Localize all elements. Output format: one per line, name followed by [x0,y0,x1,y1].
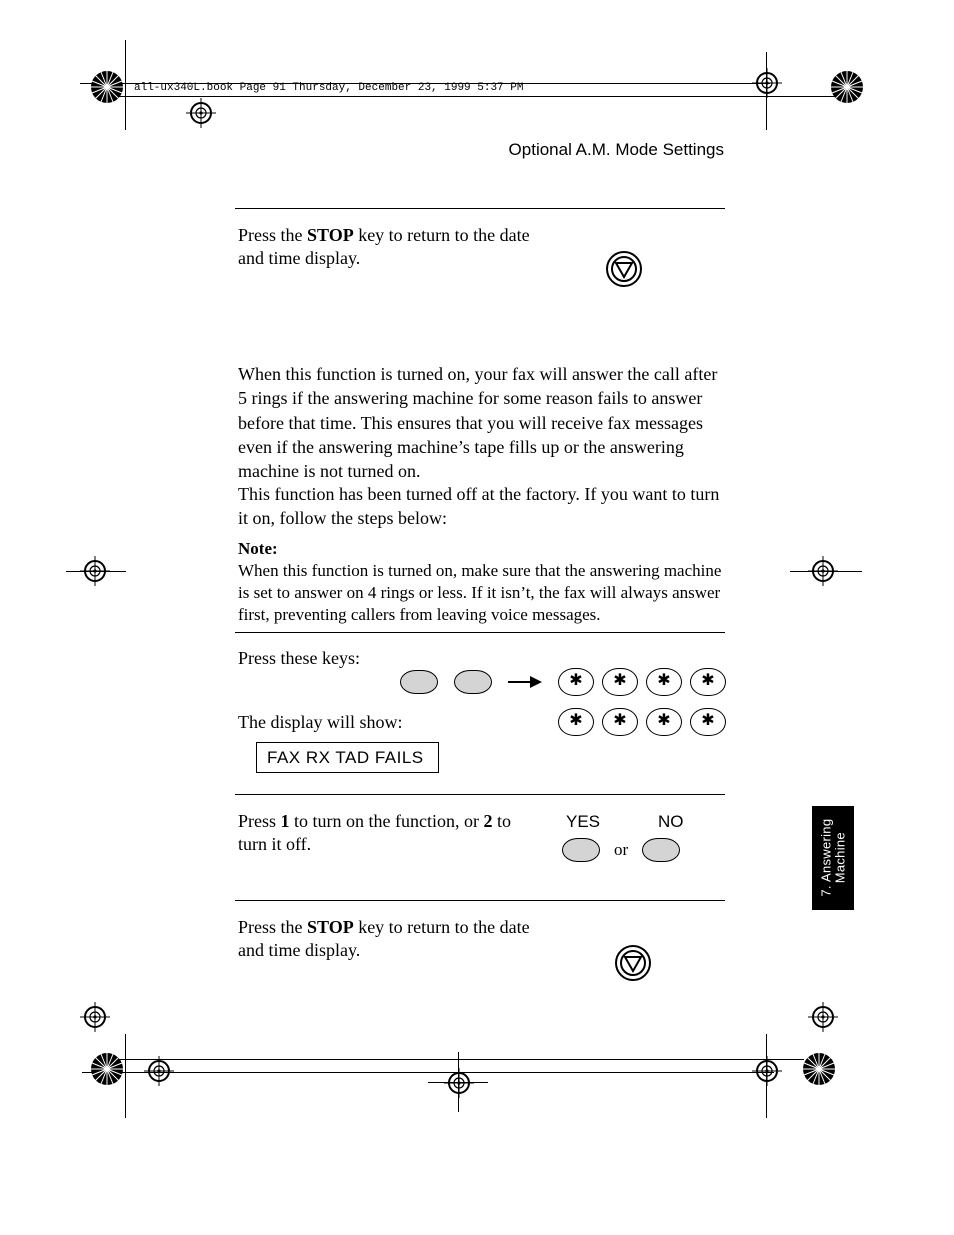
section-rule [235,632,725,633]
text: to turn on the function, or [290,811,484,831]
star-key-icon: ✱ [690,668,726,696]
arrow-right-icon [506,672,542,692]
registration-target-icon [144,1056,174,1086]
section-rule [235,794,725,795]
yes-no-keys: or [562,838,680,862]
crop-hairline [125,1034,126,1118]
section-rule [235,208,725,209]
registration-target-icon [808,556,838,586]
registration-target-icon [752,1056,782,1086]
no-label: NO [658,812,684,832]
note-text: When this function is turned on, make su… [238,561,721,624]
step-toggle: Press 1 to turn on the function, or 2 to… [238,810,528,857]
step-stop-return-2: Press the STOP key to return to the date… [238,916,533,963]
yes-label: YES [566,812,600,832]
tab-line-2: Machine [832,832,847,883]
text: Press the [238,917,307,937]
key-sequence: ✱ ✱ ✱ ✱ [400,668,728,696]
registration-target-icon [444,1068,474,1098]
stop-button-icon [605,250,643,288]
function-description-1: When this function is turned on, your fa… [238,362,723,483]
crop-hairline [98,1059,804,1060]
section-rule [235,900,725,901]
star-key-icon: ✱ [602,668,638,696]
oval-key-icon [454,670,492,694]
oval-key-icon [562,838,600,862]
stop-key-name: STOP [307,917,354,937]
lcd-display: FAX RX TAD FAILS [256,742,439,773]
or-text: or [614,840,628,859]
text: Press [238,811,281,831]
registration-target-icon [80,556,110,586]
star-key-icon: ✱ [558,668,594,696]
stop-key-name: STOP [307,225,354,245]
registration-starburst-icon [830,70,864,104]
registration-starburst-icon [802,1052,836,1086]
oval-key-icon [642,838,680,862]
crop-hairline [82,1072,774,1073]
display-label: The display will show: [238,712,723,733]
function-description-2: This function has been turned off at the… [238,482,723,531]
stop-button-icon [614,944,652,982]
registration-target-icon [186,98,216,128]
registration-target-icon [752,68,782,98]
registration-starburst-icon [90,70,124,104]
chapter-tab: 7. Answering Machine [812,806,854,910]
crop-hairline [116,96,856,97]
note-label: Note: [238,539,278,558]
registration-target-icon [80,1002,110,1032]
registration-target-icon [808,1002,838,1032]
crop-hairline [125,40,126,130]
key-1: 1 [281,811,290,831]
text: Press the [238,225,307,245]
page-sheet: all-ux340L.book Page 91 Thursday, Decemb… [0,0,954,1235]
source-header-line: all-ux340L.book Page 91 Thursday, Decemb… [134,82,523,94]
registration-starburst-icon [90,1052,124,1086]
press-keys-label: Press these keys: [238,648,723,669]
note-block: Note: When this function is turned on, m… [238,538,723,626]
step-stop-return: Press the STOP key to return to the date… [238,224,533,271]
oval-key-icon [400,670,438,694]
running-head: Optional A.M. Mode Settings [509,140,724,160]
star-key-icon: ✱ [646,668,682,696]
